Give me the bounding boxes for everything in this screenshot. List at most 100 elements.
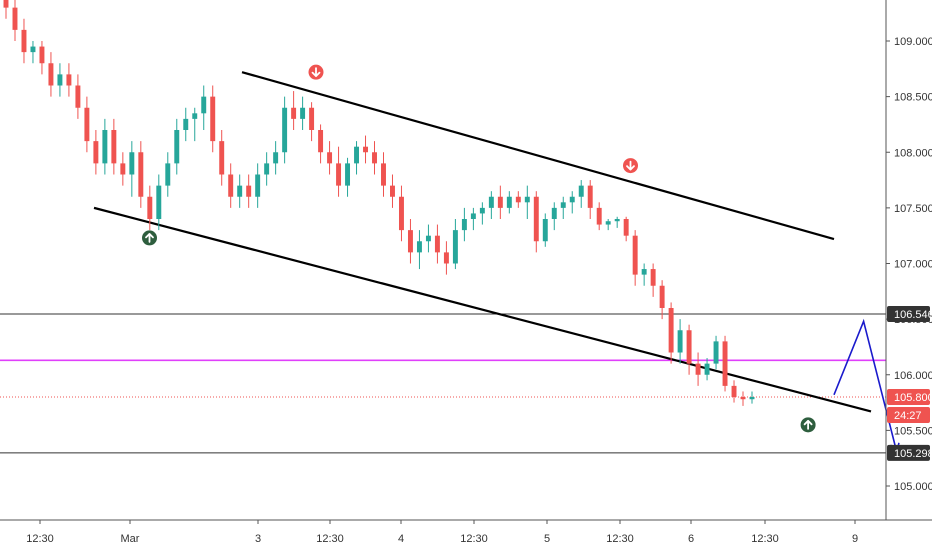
- candle: [183, 107, 189, 142]
- candle-body: [470, 213, 476, 219]
- candle-body: [102, 130, 108, 164]
- candle-body: [506, 196, 512, 208]
- candle-body: [452, 230, 458, 264]
- candle-body: [641, 269, 647, 275]
- candle: [210, 85, 216, 153]
- candle-body: [66, 74, 72, 86]
- countdown-label-bg: [887, 407, 930, 423]
- candle-body: [398, 196, 404, 231]
- candle: [695, 352, 701, 386]
- current-price-label-bg: [887, 389, 930, 405]
- y-tick-label: 105.000: [894, 481, 932, 493]
- candle: [416, 230, 422, 270]
- candle-body: [488, 196, 494, 208]
- candle-body: [659, 285, 665, 308]
- candle-body: [650, 269, 656, 286]
- candle-body: [291, 107, 297, 119]
- candle: [650, 263, 656, 297]
- x-tick-label: 6: [688, 533, 694, 545]
- candle: [156, 174, 162, 231]
- candle-body: [596, 207, 602, 225]
- candle-body: [363, 146, 368, 153]
- candle-body: [515, 196, 521, 203]
- candle: [749, 391, 755, 404]
- candle-body: [479, 207, 485, 214]
- candle-body: [704, 363, 710, 375]
- candle: [255, 163, 261, 208]
- candle-body: [48, 63, 54, 86]
- y-tick-label: 107.000: [894, 259, 932, 271]
- candle-body: [677, 330, 683, 353]
- candle-body: [147, 196, 153, 219]
- candle-body: [695, 363, 701, 375]
- candle: [533, 191, 539, 253]
- candle-body: [731, 385, 737, 397]
- candle: [336, 146, 342, 197]
- candle-body: [560, 202, 566, 208]
- candle: [722, 335, 728, 392]
- candle: [434, 224, 440, 264]
- candle: [102, 118, 108, 175]
- candle-body: [174, 130, 180, 164]
- candle: [623, 216, 629, 242]
- marker-arrow: [626, 160, 635, 171]
- candle-body: [12, 7, 18, 30]
- buy-arrow-icon: [800, 417, 816, 433]
- y-tick-label: 109.000: [894, 36, 932, 48]
- candle-body: [273, 152, 279, 164]
- candle-body: [93, 141, 99, 164]
- candle: [641, 263, 647, 286]
- candle: [740, 391, 746, 406]
- candle-body: [57, 74, 63, 86]
- candle: [515, 191, 521, 208]
- candle-body: [282, 107, 288, 153]
- candle-body: [372, 152, 377, 164]
- candle: [84, 96, 90, 153]
- candle: [578, 180, 584, 208]
- candle: [237, 174, 243, 208]
- candle: [246, 174, 252, 208]
- candle: [488, 191, 494, 219]
- candle: [66, 63, 72, 97]
- current-price-label-text: 105.800: [894, 392, 932, 404]
- candle-body: [138, 152, 144, 197]
- candle: [48, 52, 54, 97]
- candle-body: [309, 107, 315, 130]
- candle-body: [605, 221, 611, 225]
- sell-arrow-icon: [623, 158, 638, 174]
- candle: [120, 152, 126, 186]
- candle: [425, 224, 431, 253]
- candle: [407, 219, 413, 264]
- marker-arrow: [145, 233, 154, 243]
- candle-body: [3, 0, 9, 8]
- candle-body: [354, 146, 360, 164]
- candle: [551, 202, 557, 231]
- candle-body: [425, 235, 431, 242]
- candle: [165, 152, 171, 197]
- candle-body: [542, 219, 548, 242]
- current-price-label: 105.800: [887, 389, 932, 405]
- x-tick-label: 12:30: [316, 533, 344, 545]
- candle-body: [75, 85, 81, 108]
- candle-body: [587, 185, 593, 208]
- level-low-label-bg: [887, 444, 930, 461]
- level-low-label-text: 105.298: [894, 448, 932, 460]
- candle: [731, 380, 737, 403]
- candle-body: [30, 46, 36, 53]
- candle: [713, 335, 719, 370]
- candle: [479, 202, 485, 225]
- x-tick-label: 12:30: [26, 533, 54, 545]
- candle: [668, 302, 674, 364]
- candle-body: [192, 113, 198, 119]
- candle-body: [183, 118, 189, 130]
- candle: [300, 96, 306, 130]
- candle: [452, 219, 458, 270]
- candle: [39, 41, 45, 75]
- candle: [560, 196, 566, 219]
- candle-body: [264, 163, 270, 175]
- candle: [264, 152, 270, 186]
- candle-body: [84, 107, 90, 142]
- candle-body: [165, 163, 171, 186]
- candle: [569, 191, 575, 214]
